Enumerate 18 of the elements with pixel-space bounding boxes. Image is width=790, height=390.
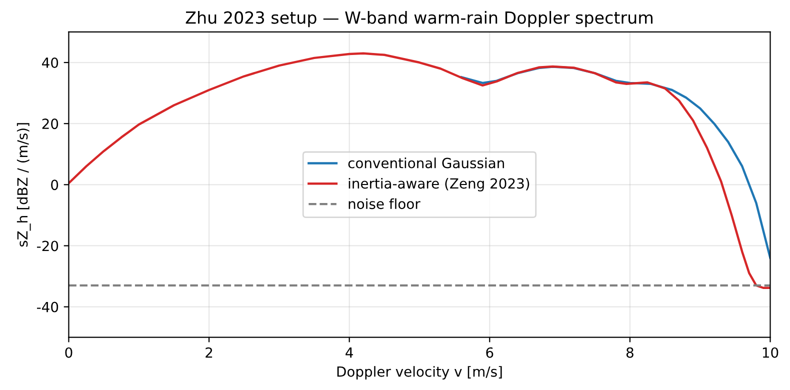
legend-label: inertia-aware (Zeng 2023) (348, 178, 530, 192)
y-tick-label: 20 (42, 118, 58, 130)
line-series (68, 52, 770, 289)
y-tick-label: 40 (42, 57, 58, 68)
x-tick-label: 4 (346, 348, 353, 358)
legend-label: noise floor (348, 198, 420, 210)
chart-title: Zhu 2023 setup — W-band warm-rain Doppler spectrum (186, 10, 652, 28)
x-tick-label: 2 (206, 347, 212, 358)
y-tick-label: -20 (37, 240, 58, 252)
x-tick-label: 8 (626, 347, 634, 358)
y-tick-label: 0 (51, 180, 58, 190)
legend-label: conventional Gaussian (348, 158, 504, 168)
x-axis-title: Doppler velocity v [m/s] (337, 366, 502, 380)
x-tick-label: 6 (486, 347, 494, 358)
y-axis-title: sZ_h [dBZ / (m/s)] (16, 123, 31, 247)
x-tick-label: 10 (762, 347, 778, 358)
x-tick-label: 0 (65, 347, 72, 358)
y-tick-label: -40 (37, 302, 58, 312)
